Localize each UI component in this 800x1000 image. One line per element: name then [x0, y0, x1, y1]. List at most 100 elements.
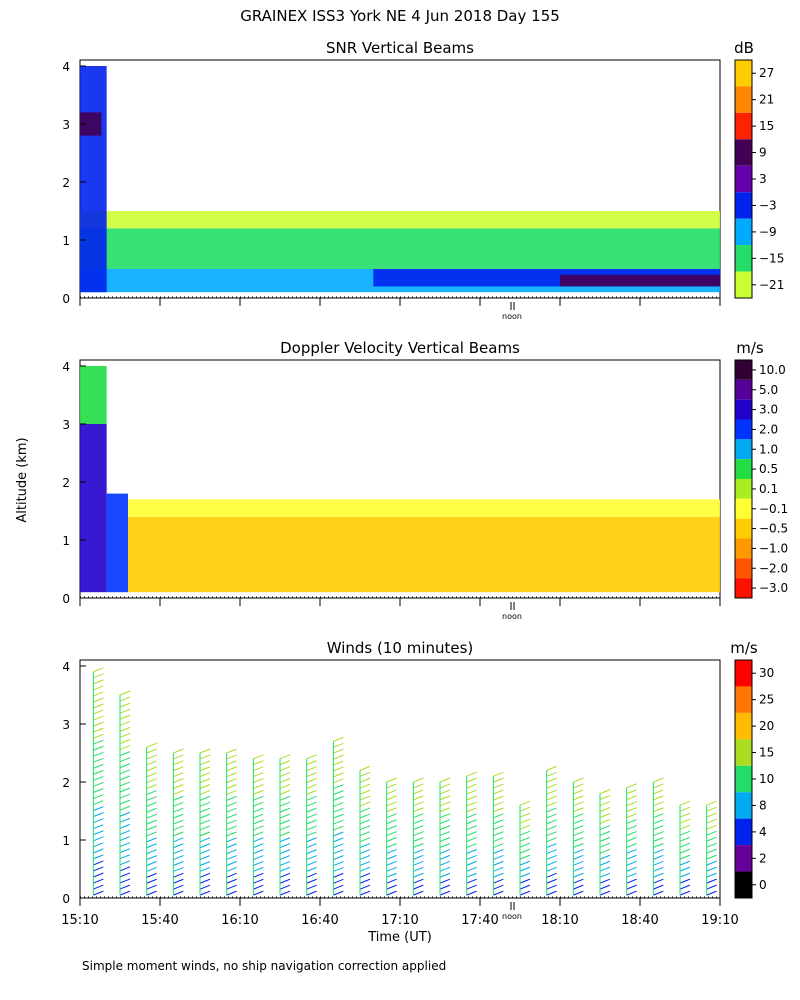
wind-barb [653, 854, 664, 860]
wind-barb [146, 778, 157, 784]
wind-barb [653, 860, 664, 866]
wind-barb [706, 800, 717, 806]
wind-barb [653, 777, 664, 783]
colorbar-swatch [735, 192, 752, 219]
wind-barb [93, 860, 104, 866]
wind-profile [172, 748, 184, 896]
wind-barb [333, 849, 344, 855]
wind-barb [333, 861, 344, 867]
wind-barb [306, 801, 317, 807]
colorbar-swatch [735, 871, 752, 898]
wind-barb [626, 854, 637, 860]
wind-profile [199, 748, 211, 896]
wind-barb [466, 890, 477, 896]
wind-profile [279, 754, 291, 896]
wind-barb [173, 807, 184, 813]
wind-barb [199, 849, 211, 855]
wind-barb [466, 849, 477, 854]
wind-barb [413, 854, 424, 860]
wind-barb [466, 872, 477, 878]
wind-barb [146, 801, 157, 807]
wind-barb [279, 778, 291, 783]
wind-barb [253, 878, 264, 884]
wind-barb [333, 831, 344, 837]
wind-barb [333, 884, 344, 890]
wind-barb [306, 861, 317, 866]
wind-barb [119, 702, 131, 708]
wind-barb [626, 836, 637, 842]
colorbar-swatch [735, 459, 752, 479]
colorbar-swatch [735, 479, 752, 499]
wind-barb [93, 800, 104, 806]
wind-barb [359, 819, 371, 825]
wind-barb [626, 819, 637, 825]
footer-note: Simple moment winds, no ship navigation … [82, 959, 446, 973]
wind-profile [492, 771, 504, 896]
wind-barb [306, 819, 317, 825]
wind-barb [173, 772, 184, 778]
wind-barb [359, 777, 371, 783]
wind-barb [146, 784, 157, 790]
wind-barb [333, 778, 344, 784]
wind-barb [333, 736, 344, 742]
wind-barb [199, 754, 211, 760]
wind-barb [413, 866, 424, 872]
wind-barb [546, 837, 557, 843]
colorbar-label: 3 [759, 172, 767, 186]
wind-barb [386, 848, 397, 854]
wind-barb [599, 854, 611, 860]
wind-barb [599, 848, 611, 854]
wind-barb [493, 843, 504, 849]
wind-barb [439, 813, 451, 819]
wind-barb [439, 831, 451, 837]
wind-barb [386, 825, 397, 831]
wind-barb [93, 703, 104, 709]
y-tick-label: 4 [62, 360, 70, 374]
wind-barb [706, 854, 717, 860]
heatmap-region [80, 112, 102, 136]
wind-barb [546, 795, 557, 801]
wind-barb [546, 783, 557, 789]
wind-barb [359, 849, 371, 854]
wind-barb [359, 825, 371, 831]
wind-barb [146, 872, 157, 878]
wind-barb [279, 801, 291, 807]
wind-barb [653, 843, 664, 848]
wind-barb [599, 860, 611, 866]
doppler-panel-title: Doppler Velocity Vertical Beams [280, 339, 520, 357]
colorbar-label: 10.0 [759, 363, 786, 377]
wind-barb [146, 837, 157, 843]
wind-barb [93, 715, 104, 721]
doppler-y-axis: 0 1 2 3 4 [62, 360, 86, 606]
wind-barb [466, 813, 477, 819]
colorbar-swatch [735, 165, 752, 193]
wind-barb [653, 783, 664, 789]
wind-barb [199, 855, 211, 861]
wind-barb [333, 878, 344, 884]
wind-barb [93, 757, 104, 763]
wind-barb [359, 843, 371, 849]
wind-barb [626, 807, 637, 813]
wind-barb [119, 848, 131, 854]
colorbar-swatch [735, 712, 752, 740]
wind-barb [466, 860, 477, 866]
wind-barb [386, 843, 397, 848]
heatmap-region [80, 211, 720, 229]
wind-barb [359, 795, 371, 801]
wind-barb [93, 697, 104, 703]
wind-barb [93, 733, 104, 739]
wind-barb [359, 789, 371, 795]
wind-barb [519, 806, 531, 812]
wind-barb [413, 872, 424, 878]
wind-barb [333, 766, 344, 772]
wind-barb [253, 795, 264, 801]
colorbar-label: −1.0 [759, 541, 788, 555]
x-tick-label: 18:10 [541, 913, 578, 928]
wind-barb [279, 849, 291, 855]
wind-profile [412, 777, 424, 896]
wind-barb [119, 775, 131, 781]
wind-barb [253, 772, 264, 778]
wind-barb [493, 825, 504, 831]
wind-barb [93, 854, 104, 860]
